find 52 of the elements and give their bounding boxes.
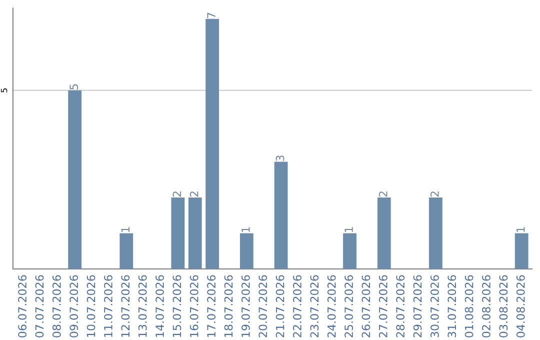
x-tick-label: 24.07.2026 (327, 275, 336, 338)
bar (188, 197, 202, 269)
x-tick-label: 16.07.2026 (190, 275, 198, 337)
bar (274, 162, 288, 269)
x-tick-label: 04.08.2026 (516, 275, 525, 338)
x-tick-label: 08.07.2026 (52, 275, 61, 338)
x-tick-label: 21.07.2026 (276, 275, 284, 338)
x-tick-label: 11.07.2026 (104, 275, 112, 337)
bar (428, 197, 442, 269)
x-tick-label: 25.07.2026 (344, 275, 353, 338)
bar (514, 233, 528, 269)
x-tick-label: 13.07.2026 (138, 275, 147, 337)
x-tick-label: 27.07.2026 (378, 275, 388, 338)
x-tick-label: 29.07.2026 (413, 275, 422, 338)
x-tick-label: 02.08.2026 (482, 275, 490, 338)
data-label: 3 (276, 156, 284, 161)
data-label: 2 (190, 192, 198, 197)
bar (171, 197, 185, 269)
x-tick-label: 10.07.2026 (86, 275, 96, 337)
data-label: 1 (516, 227, 525, 232)
data-label: 2 (378, 192, 388, 197)
x-tick-label: 17.07.2026 (207, 275, 216, 337)
x-tick-label: 18.07.2026 (224, 275, 233, 337)
x-tick-label: 20.07.2026 (258, 275, 268, 338)
data-label: 1 (121, 227, 130, 232)
data-label: 2 (172, 192, 181, 197)
bar (343, 233, 356, 269)
x-tick-label: 07.07.2026 (35, 275, 44, 338)
x-tick-label: 15.07.2026 (172, 275, 182, 337)
x-tick-label: 01.08.2026 (464, 275, 474, 338)
data-label: 2 (430, 192, 439, 197)
x-tick-label: 31.07.2026 (448, 275, 456, 338)
x-tick-label: 14.07.2026 (156, 275, 164, 337)
bar (68, 90, 82, 269)
data-label: 5 (70, 84, 78, 90)
x-tick-label: 19.07.2026 (241, 275, 250, 337)
x-tick-label: 28.07.2026 (396, 275, 405, 338)
data-label: 1 (242, 227, 250, 232)
x-tick-label: 09.07.2026 (70, 275, 78, 338)
x-tick-label: 30.07.2026 (430, 275, 439, 338)
bar (377, 197, 391, 269)
x-tick-label: 26.07.2026 (362, 275, 370, 338)
bar (206, 18, 219, 269)
data-label: 7 (207, 12, 216, 18)
x-tick-label: 23.07.2026 (310, 275, 319, 338)
data-label: 1 (344, 227, 353, 232)
x-tick-label: 06.07.2026 (18, 275, 26, 338)
bar (120, 233, 134, 269)
x-tick-label: 03.08.2026 (499, 275, 508, 338)
x-tick-label: 22.07.2026 (293, 275, 302, 338)
bar (240, 233, 254, 269)
x-tick-label: 12.07.2026 (121, 275, 130, 337)
